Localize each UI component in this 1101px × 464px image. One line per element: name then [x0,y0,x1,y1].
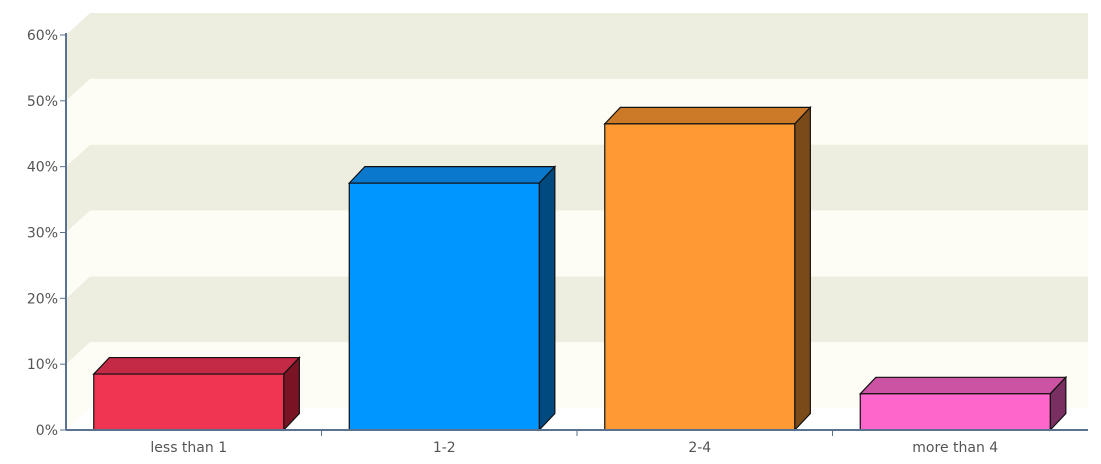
x-tick-label: 1-2 [433,440,456,456]
x-tick-label: more than 4 [912,440,998,456]
grid-band [66,13,1088,101]
bar-front-face [348,182,540,431]
bar-top-face [603,106,812,125]
bars [92,105,1068,432]
bar-top-face [92,356,301,375]
y-tick-label: 0% [36,423,58,439]
x-axis: less than 1 1-2 2-4 more than 4 [66,429,1088,456]
bar-1-2 [347,165,557,432]
y-tick-label: 50% [27,94,58,110]
y-tick-label: 60% [27,28,58,44]
bar-2-4 [603,105,812,432]
bar-top-face [347,166,557,184]
grid-band [66,342,1088,430]
grid-band [66,144,1088,233]
bar-more-than-4 [858,375,1068,432]
grid-band [66,210,1088,299]
grid-band [66,78,1088,167]
bar-front-face [859,393,1051,431]
bar-side-face [538,165,556,432]
y-tick-label: 10% [27,357,58,373]
grid-band [66,276,1088,365]
bar-side-face [794,105,811,432]
y-tick-label: 30% [27,226,58,242]
bar-front-face [93,373,285,431]
y-axis: 0% 10% 20% 30% 40% 50% 60% [27,28,67,439]
bar-top-face [858,376,1068,395]
plot-background-bands [66,13,1088,430]
y-tick-label: 20% [27,291,58,307]
x-tick-label: 2-4 [688,440,711,456]
y-tick-label: 40% [27,160,58,176]
x-tick-label: less than 1 [150,440,227,456]
bar-front-face [604,123,796,431]
bar-less-than-1 [92,356,301,432]
